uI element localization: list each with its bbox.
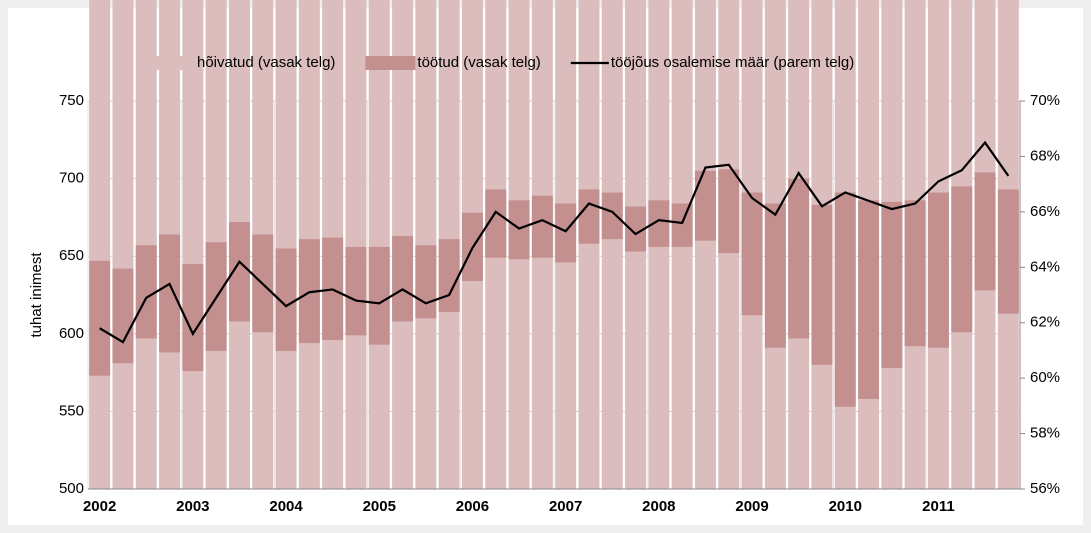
bar: [275, 248, 297, 351]
bar: [718, 169, 740, 254]
x-tick-label: 2002: [83, 498, 116, 515]
x-tick-label: 2004: [269, 498, 303, 515]
bar: [298, 239, 320, 344]
y2-tick-label: 56%: [1030, 480, 1060, 497]
bar: [997, 189, 1019, 314]
legend-swatch: [365, 56, 416, 70]
bar: [788, 178, 810, 339]
bar: [764, 203, 786, 348]
y-tick-label: 750: [59, 92, 84, 109]
y2-tick-label: 70%: [1030, 92, 1060, 109]
bar: [811, 204, 833, 365]
bar: [601, 192, 623, 240]
bar: [531, 195, 553, 258]
bar: [392, 236, 414, 322]
bar: [438, 239, 460, 313]
bar: [415, 245, 437, 319]
bar: [159, 234, 181, 353]
x-tick-label: 2005: [363, 498, 396, 515]
x-tick-label: 2003: [176, 498, 209, 515]
legend-label: tööjõus osalemise määr (parem telg): [611, 54, 854, 71]
bar: [112, 268, 134, 364]
y2-tick-label: 68%: [1030, 147, 1060, 164]
bar: [974, 172, 996, 291]
bar: [881, 201, 903, 368]
y-tick-label: 600: [59, 325, 84, 342]
bar: [578, 189, 600, 244]
bar: [508, 200, 530, 260]
bar: [112, 0, 134, 489]
bar: [228, 222, 250, 322]
x-tick-label: 2006: [456, 498, 489, 515]
legend-swatch: [145, 56, 195, 70]
legend-label: hõivatud (vasak telg): [197, 54, 335, 71]
bar: [625, 206, 647, 252]
bar: [368, 0, 390, 489]
bar: [904, 200, 926, 347]
bar: [601, 0, 623, 489]
bar: [555, 203, 577, 263]
legend-label: töötud (vasak telg): [417, 54, 540, 71]
bar: [485, 189, 507, 258]
bar: [182, 263, 204, 372]
bar: [135, 0, 157, 489]
y2-tick-label: 66%: [1030, 203, 1060, 220]
bar: [671, 203, 693, 247]
line: [99, 140, 1010, 344]
x-tick-label: 2011: [922, 498, 955, 515]
x-tick-label: 2010: [829, 498, 862, 515]
bar: [368, 246, 390, 345]
bar: [648, 200, 670, 247]
y-tick-label: 500: [59, 480, 84, 497]
bar: [182, 0, 204, 490]
bar: [927, 192, 949, 348]
bar: [275, 0, 297, 489]
y2-tick-label: 62%: [1030, 314, 1060, 331]
bar: [694, 0, 716, 489]
bar: [951, 186, 973, 333]
bar: [89, 0, 111, 490]
bar: [858, 200, 880, 399]
y2-tick-label: 58%: [1030, 425, 1060, 442]
bar: [694, 170, 716, 241]
bar: [89, 260, 111, 376]
y-tick-label: 700: [59, 170, 84, 187]
bar: [741, 192, 763, 316]
x-tick-label: 2008: [642, 498, 675, 515]
bar: [345, 0, 367, 489]
bar: [834, 192, 856, 407]
y-tick-label: 650: [59, 247, 84, 264]
y2-tick-label: 60%: [1030, 369, 1060, 386]
y2-tick-label: 64%: [1030, 258, 1060, 275]
bar: [578, 0, 600, 489]
x-tick-label: 2007: [549, 498, 582, 515]
bar: [135, 245, 157, 339]
bar: [415, 0, 437, 489]
bar: [345, 246, 367, 336]
y-tick-label: 550: [59, 402, 84, 419]
x-tick-label: 2009: [735, 498, 768, 515]
y-axis-label: tuhat inimest: [28, 252, 45, 338]
